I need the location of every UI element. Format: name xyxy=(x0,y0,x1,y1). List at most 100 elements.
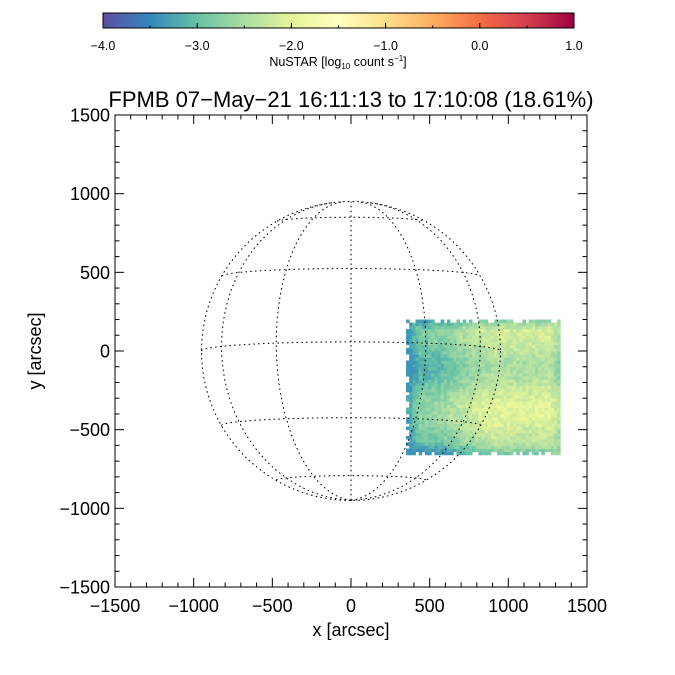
emission-pixel xyxy=(444,439,448,443)
emission-pixel xyxy=(507,427,511,431)
emission-pixel xyxy=(441,411,445,415)
emission-pixel xyxy=(494,357,498,361)
emission-pixel xyxy=(522,395,526,399)
emission-pixel xyxy=(532,401,536,405)
emission-pixel xyxy=(535,452,539,456)
emission-pixel xyxy=(453,345,457,349)
emission-pixel xyxy=(535,323,539,327)
emission-pixel xyxy=(491,417,495,421)
emission-pixel xyxy=(516,392,520,396)
emission-pixel xyxy=(438,335,442,339)
emission-pixel xyxy=(510,395,514,399)
emission-pixel xyxy=(406,332,410,336)
emission-pixel xyxy=(485,392,489,396)
emission-pixel xyxy=(466,367,470,371)
emission-pixel xyxy=(535,342,539,346)
emission-pixel xyxy=(441,332,445,336)
emission-pixel xyxy=(548,376,552,380)
emission-pixel xyxy=(478,420,482,424)
emission-pixel xyxy=(460,354,464,358)
emission-pixel xyxy=(444,427,448,431)
emission-pixel xyxy=(522,373,526,377)
emission-pixel xyxy=(532,398,536,402)
emission-pixel xyxy=(460,367,464,371)
emission-pixel xyxy=(460,404,464,408)
emission-pixel xyxy=(548,367,552,371)
emission-pixel xyxy=(447,332,451,336)
emission-pixel xyxy=(488,370,492,374)
emission-pixel xyxy=(463,376,467,380)
emission-pixel xyxy=(460,433,464,437)
emission-pixel xyxy=(444,386,448,390)
emission-pixel xyxy=(412,395,416,399)
emission-pixel xyxy=(447,329,451,333)
emission-pixel xyxy=(463,430,467,434)
emission-pixel xyxy=(535,433,539,437)
emission-pixel xyxy=(434,329,438,333)
emission-pixel xyxy=(545,376,549,380)
emission-pixel xyxy=(434,357,438,361)
emission-pixel xyxy=(416,354,420,358)
emission-pixel xyxy=(438,338,442,342)
emission-pixel xyxy=(522,436,526,440)
emission-pixel xyxy=(541,323,545,327)
emission-pixel xyxy=(469,329,473,333)
emission-pixel xyxy=(538,427,542,431)
emission-pixel xyxy=(419,373,423,377)
emission-pixel xyxy=(469,367,473,371)
emission-pixel xyxy=(431,370,435,374)
emission-pixel xyxy=(475,367,479,371)
emission-pixel xyxy=(532,354,536,358)
emission-pixel xyxy=(541,392,545,396)
emission-pixel xyxy=(456,345,460,349)
emission-pixel xyxy=(497,423,501,427)
emission-pixel xyxy=(529,420,533,424)
emission-pixel xyxy=(478,430,482,434)
emission-pixel xyxy=(425,389,429,393)
emission-pixel xyxy=(453,404,457,408)
emission-pixel xyxy=(444,433,448,437)
emission-pixel xyxy=(551,379,555,383)
emission-pixel xyxy=(416,442,420,446)
emission-pixel xyxy=(428,392,432,396)
emission-pixel xyxy=(545,411,549,415)
emission-pixel xyxy=(428,373,432,377)
emission-pixel xyxy=(422,345,426,349)
emission-pixel xyxy=(529,442,533,446)
emission-pixel xyxy=(422,395,426,399)
emission-pixel xyxy=(529,408,533,412)
emission-pixel xyxy=(554,386,558,390)
emission-pixel xyxy=(545,423,549,427)
emission-pixel xyxy=(482,411,486,415)
emission-pixel xyxy=(416,345,420,349)
emission-pixel xyxy=(557,320,561,324)
emission-pixel xyxy=(425,445,429,449)
emission-pixel xyxy=(545,395,549,399)
emission-pixel xyxy=(516,445,520,449)
emission-pixel xyxy=(522,360,526,364)
emission-pixel xyxy=(551,338,555,342)
emission-pixel xyxy=(441,433,445,437)
emission-pixel xyxy=(428,386,432,390)
emission-pixel xyxy=(551,436,555,440)
emission-pixel xyxy=(519,427,523,431)
emission-pixel xyxy=(456,376,460,380)
emission-pixel xyxy=(409,338,413,342)
emission-pixel xyxy=(500,373,504,377)
emission-pixel xyxy=(475,404,479,408)
emission-pixel xyxy=(428,442,432,446)
emission-pixel xyxy=(428,452,432,456)
emission-pixel xyxy=(419,408,423,412)
emission-pixel xyxy=(554,430,558,434)
emission-pixel xyxy=(447,354,451,358)
emission-pixel xyxy=(416,364,420,368)
emission-pixel xyxy=(551,386,555,390)
emission-pixel xyxy=(482,351,486,355)
emission-pixel xyxy=(510,326,514,330)
emission-pixel xyxy=(419,386,423,390)
emission-pixel xyxy=(541,345,545,349)
emission-pixel xyxy=(513,395,517,399)
emission-pixel xyxy=(500,436,504,440)
emission-pixel xyxy=(475,348,479,352)
emission-pixel xyxy=(510,445,514,449)
